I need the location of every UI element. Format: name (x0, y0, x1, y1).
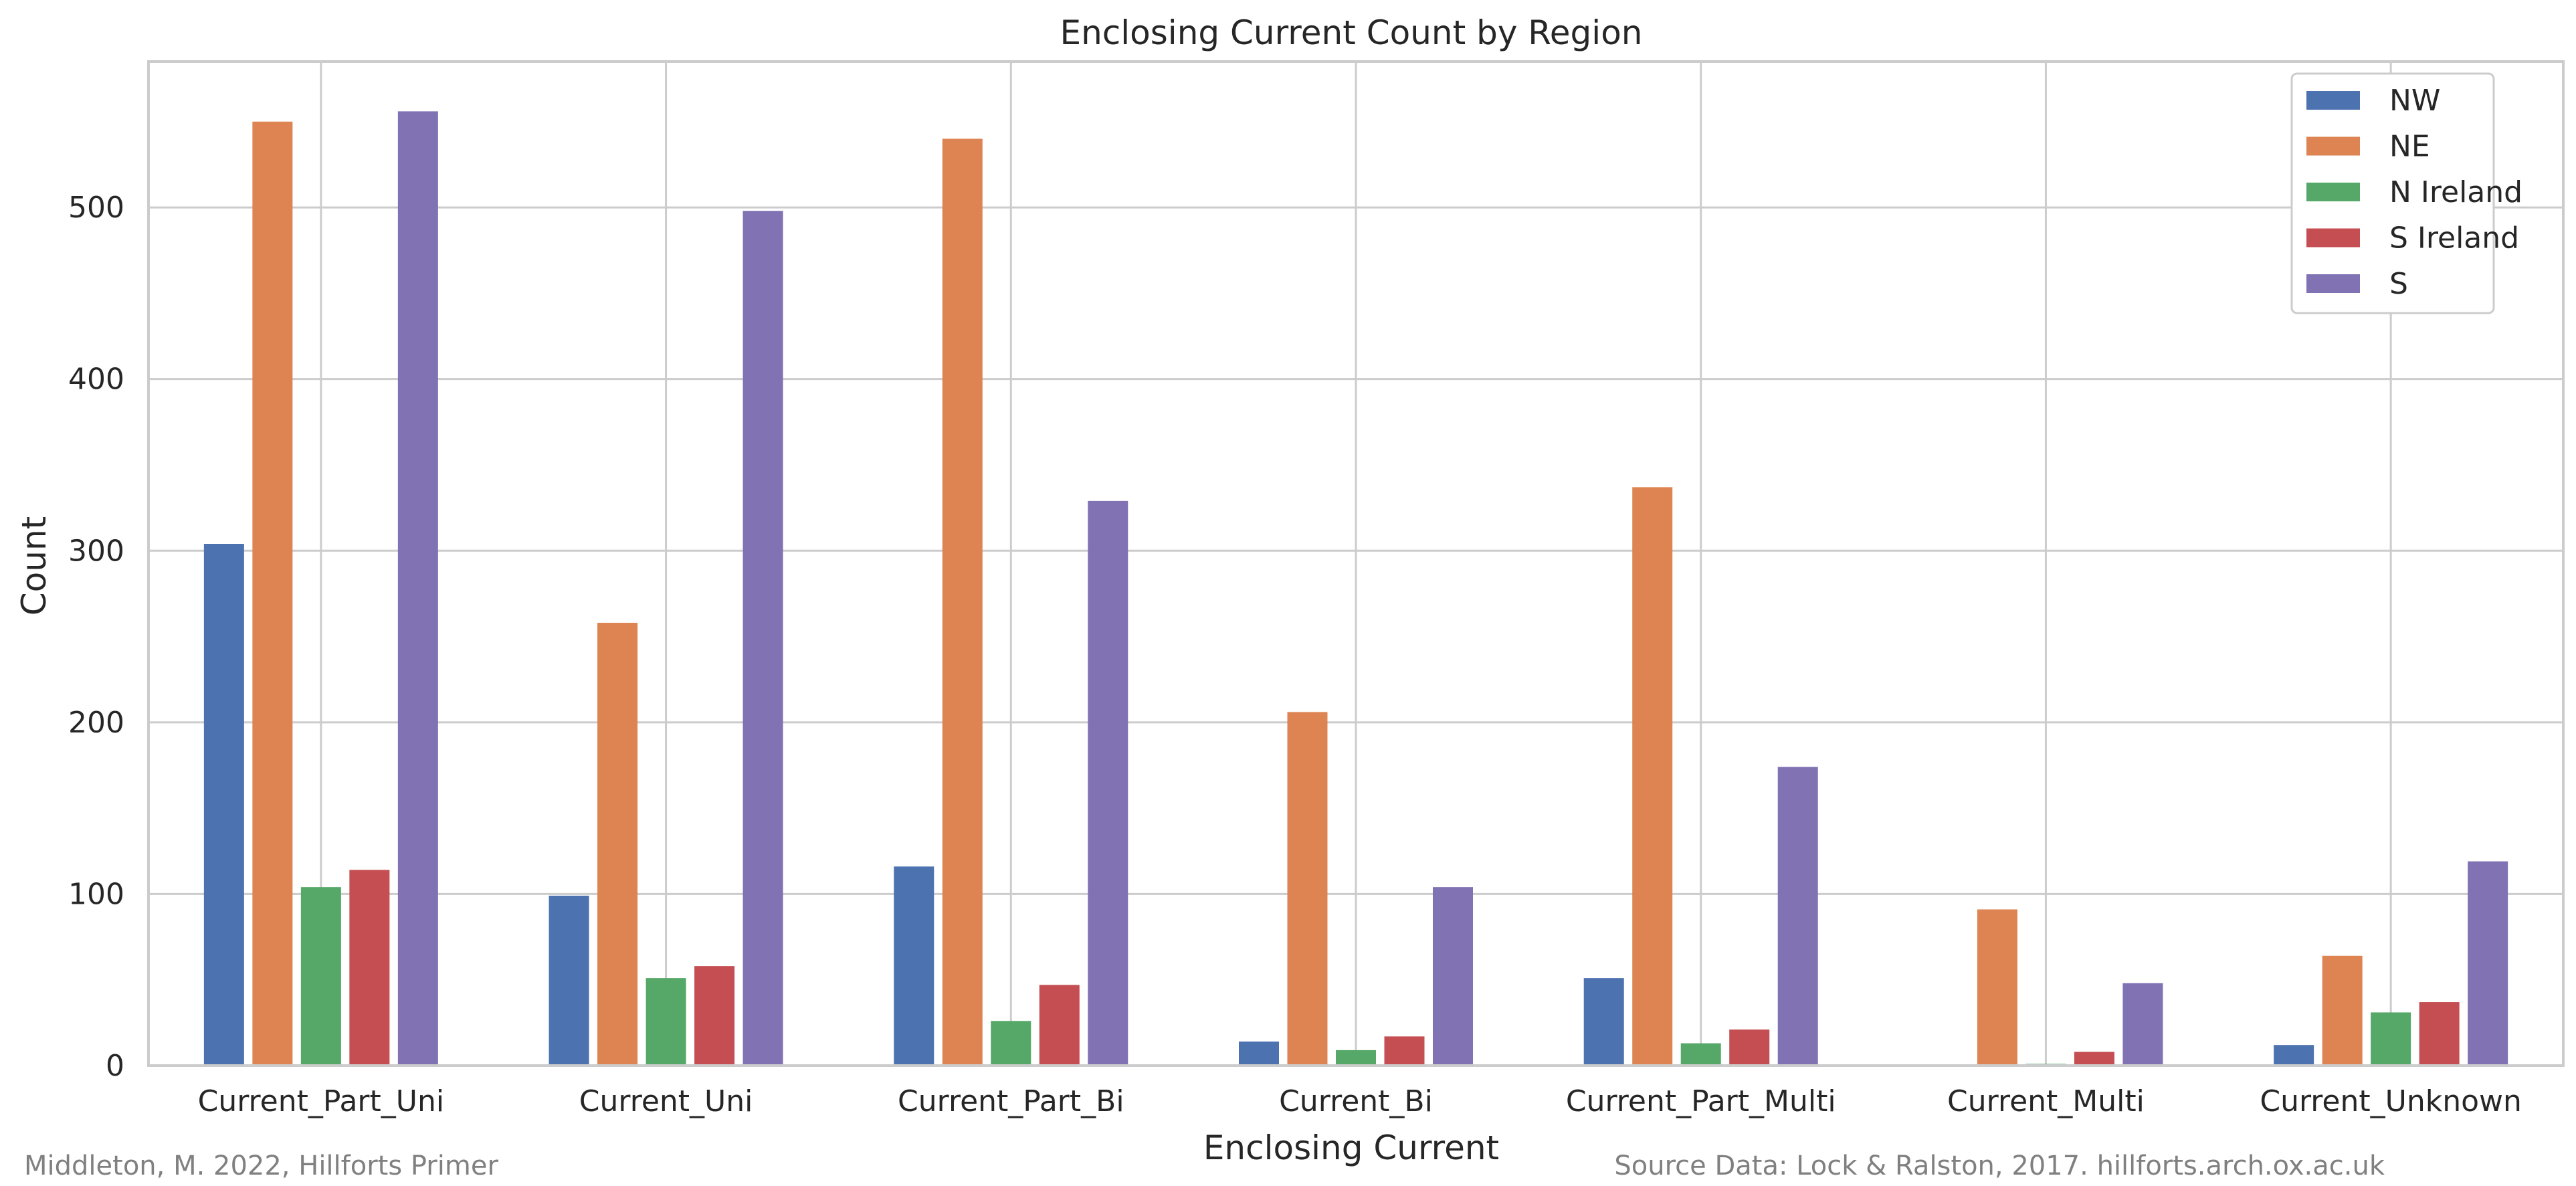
y-ticks: 0 100 200 300 400 500 (68, 191, 124, 1083)
x-tick-label: Current_Part_Multi (1566, 1084, 1836, 1118)
footer-source: Source Data: Lock & Ralston, 2017. hillf… (1614, 1151, 2385, 1181)
bar-nw (2274, 1045, 2314, 1066)
bar-ne (597, 623, 638, 1066)
legend-label: NE (2389, 130, 2430, 164)
y-tick-label: 500 (68, 191, 124, 225)
bar-n-ireland (300, 887, 341, 1066)
bar-s-ireland (1729, 1029, 1770, 1066)
bar-s-ireland (2419, 1002, 2460, 1066)
y-tick-label: 300 (68, 534, 124, 568)
bar-nw (549, 895, 589, 1066)
bar-nw (894, 866, 934, 1066)
y-tick-label: 100 (68, 877, 124, 911)
x-tick-label: Current_Bi (1279, 1084, 1433, 1118)
bar-ne (2322, 955, 2363, 1066)
bar-n-ireland (2371, 1012, 2411, 1066)
bar-s-ireland (1039, 985, 1080, 1066)
legend-swatch (2306, 274, 2360, 293)
bar-s-ireland (694, 966, 735, 1066)
plot-frame (147, 60, 2565, 1067)
y-axis-label: Count (15, 516, 54, 616)
chart-title: Enclosing Current Count by Region (1060, 13, 1643, 52)
bar-s (2122, 983, 2163, 1066)
bar-n-ireland (991, 1021, 1031, 1066)
bars (203, 111, 2508, 1066)
legend-label: S (2389, 267, 2408, 301)
legend: NW NE N Ireland S Ireland S (2290, 72, 2522, 314)
bar-n-ireland (1680, 1043, 1721, 1066)
bar-s (1088, 500, 1128, 1066)
bar-nw (1583, 978, 1624, 1066)
legend-swatch (2306, 228, 2360, 248)
bar-n-ireland (646, 978, 686, 1066)
bar-s (397, 111, 438, 1066)
legend-swatch (2306, 183, 2360, 201)
legend-label: NW (2389, 84, 2440, 118)
bar-s-ireland (1384, 1036, 1425, 1066)
x-ticks: Current_Part_Uni Current_Uni Current_Part_… (198, 1084, 2522, 1118)
bar-s (742, 211, 783, 1066)
bar-nw (1239, 1042, 1279, 1066)
y-tick-label: 200 (68, 706, 124, 740)
x-axis-label: Enclosing Current (1203, 1128, 1499, 1167)
legend-swatch (2306, 91, 2360, 110)
bar-ne (1287, 712, 1328, 1066)
bar-s (1433, 887, 1473, 1066)
bar-s (1777, 767, 1818, 1066)
legend-swatch (2306, 136, 2360, 156)
bar-n-ireland (1336, 1050, 1376, 1066)
legend-box (2290, 72, 2495, 314)
legend-label: N Ireland (2389, 175, 2522, 209)
x-tick-label: Current_Unknown (2260, 1084, 2522, 1118)
x-tick-label: Current_Multi (1947, 1084, 2145, 1118)
bar-nw (203, 543, 244, 1066)
x-tick-label: Current_Part_Uni (198, 1084, 444, 1118)
bar-s (2468, 861, 2508, 1066)
footer-credit: Middleton, M. 2022, Hillforts Primer (24, 1151, 498, 1181)
bar-ne (1977, 909, 2017, 1066)
bar-s-ireland (349, 870, 390, 1066)
bar-ne (942, 138, 983, 1066)
bar-s-ireland (2074, 1052, 2114, 1066)
x-tick-label: Current_Part_Bi (898, 1084, 1124, 1118)
bar-ne (252, 121, 293, 1066)
bar-ne (1632, 487, 1673, 1066)
legend-label: S Ireland (2389, 221, 2519, 256)
gridlines (148, 62, 2563, 1067)
y-tick-label: 400 (68, 363, 124, 397)
y-tick-label: 0 (106, 1049, 124, 1083)
x-tick-label: Current_Uni (579, 1084, 753, 1118)
